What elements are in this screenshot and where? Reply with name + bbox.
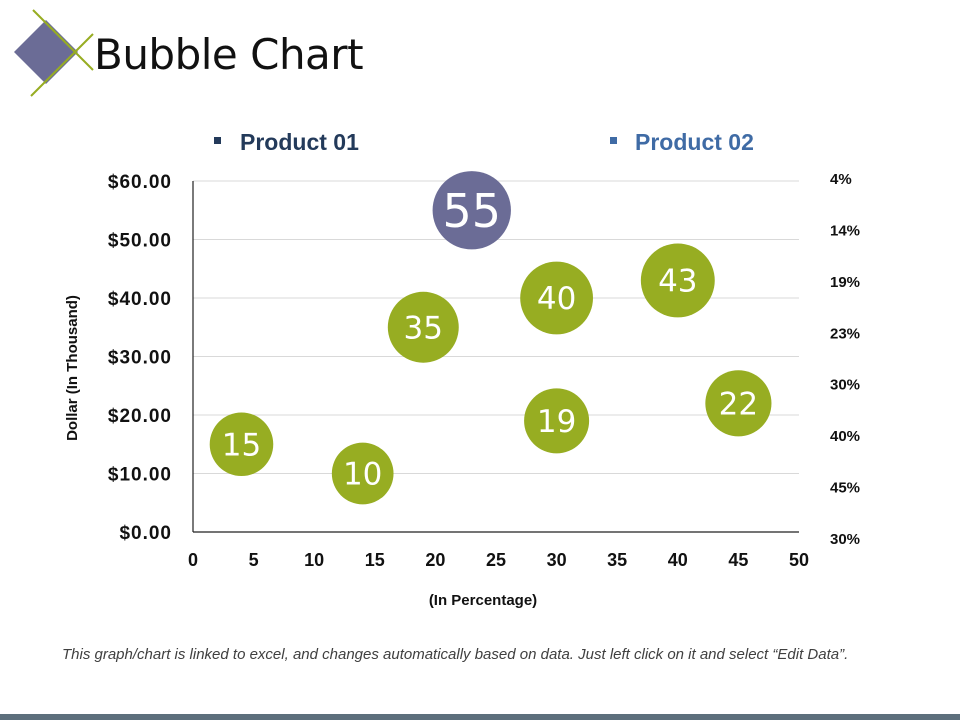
bubble-circle	[387, 291, 459, 363]
y-tick-label: $20.00	[108, 406, 172, 427]
bubble-circle	[432, 171, 511, 250]
bubble-circle	[640, 243, 715, 318]
secondary-y-tick-label: 45%	[830, 480, 860, 497]
bubble: 19	[524, 388, 590, 454]
secondary-y-tick-label: 23%	[830, 325, 860, 342]
bubble-circle	[209, 412, 274, 477]
y-axis-ticks: $0.00 $10.00 $20.00 $30.00 $40.00 $50.00 $60.0…	[108, 172, 172, 544]
y-axis-label: Dollar (In Thousand)	[64, 295, 81, 441]
secondary-y-tick-label: 30%	[830, 377, 860, 394]
bubble-circle	[331, 442, 394, 505]
legend-label-product-01: Product 01	[240, 129, 359, 155]
x-axis-ticks: 0 5 10 15 20 25 30 35 40 45 50	[188, 550, 809, 570]
legend-label-product-02: Product 02	[635, 129, 754, 155]
bubble: 55	[432, 171, 511, 250]
bubbles: 55 15 10 35 40 19 43 22	[209, 171, 772, 505]
bubble-value-label: 43	[658, 264, 697, 300]
bubble-circle	[705, 370, 772, 437]
x-tick-label: 40	[668, 550, 688, 570]
x-tick-label: 15	[365, 550, 385, 570]
legend-marker-product-01	[214, 137, 221, 144]
y-tick-label: $50.00	[108, 231, 172, 252]
x-tick-label: 30	[547, 550, 567, 570]
axes	[192, 181, 799, 533]
x-tick-label: 0	[188, 550, 198, 570]
x-tick-label: 20	[425, 550, 445, 570]
x-tick-label: 45	[728, 550, 748, 570]
bubble-value-label: 22	[719, 386, 758, 422]
secondary-y-tick-label: 40%	[830, 428, 860, 445]
x-tick-label: 25	[486, 550, 506, 570]
y-tick-label: $10.00	[108, 465, 172, 486]
secondary-y-tick-label: 19%	[830, 274, 860, 291]
bubble-value-label: 19	[537, 404, 576, 440]
secondary-y-axis-ticks: 4% 14% 19% 23% 30% 40% 45% 30%	[830, 171, 860, 548]
bubble-value-label: 10	[343, 457, 382, 493]
page-title: Bubble Chart	[94, 30, 364, 79]
bubble-circle	[520, 261, 593, 335]
bubble: 35	[387, 291, 459, 363]
secondary-y-tick-label: 4%	[830, 171, 852, 188]
bubble: 22	[705, 370, 772, 437]
secondary-y-tick-label: 14%	[830, 222, 860, 239]
bubble: 43	[640, 243, 715, 318]
bubble: 15	[209, 412, 274, 477]
y-tick-label: $0.00	[119, 523, 172, 544]
bubble: 40	[520, 261, 593, 335]
footnote: This graph/chart is linked to excel, and…	[62, 646, 849, 663]
x-tick-label: 10	[304, 550, 324, 570]
x-axis-label: (In Percentage)	[429, 592, 537, 609]
bubble-value-label: 40	[537, 281, 576, 317]
bubble-circle	[524, 388, 590, 454]
secondary-y-tick-label: 30%	[830, 531, 860, 548]
legend-marker-product-02	[610, 137, 617, 144]
bubble-value-label: 15	[222, 427, 261, 463]
y-tick-label: $40.00	[108, 289, 172, 310]
x-tick-label: 35	[607, 550, 627, 570]
bubble-value-label: 55	[442, 184, 501, 238]
x-tick-label: 5	[249, 550, 259, 570]
y-tick-label: $30.00	[108, 348, 172, 369]
y-tick-label: $60.00	[108, 172, 172, 193]
bottom-divider	[0, 714, 960, 720]
bubble: 10	[331, 442, 394, 505]
x-tick-label: 50	[789, 550, 809, 570]
legend: Product 01 Product 02	[214, 129, 754, 155]
bubble-value-label: 35	[404, 310, 443, 346]
header-diamond-icon	[14, 9, 94, 97]
